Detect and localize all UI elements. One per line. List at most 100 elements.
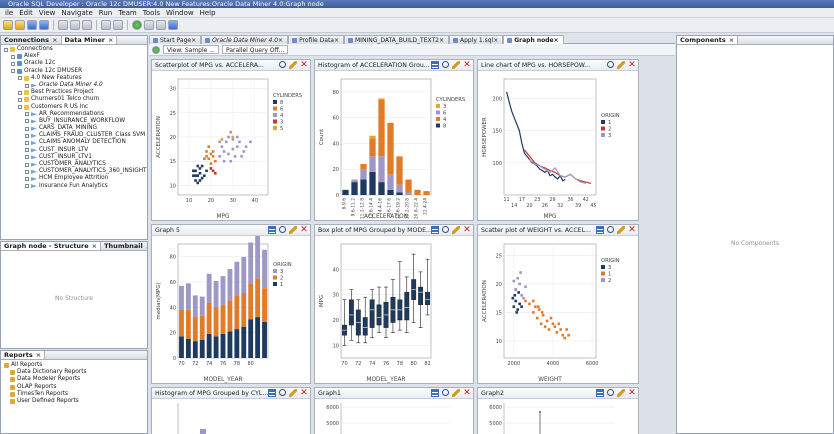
- expand-icon[interactable]: [18, 97, 22, 102]
- tab-connections[interactable]: Connections ×: [1, 36, 62, 44]
- expand-icon[interactable]: [11, 61, 15, 66]
- debug-icon[interactable]: [156, 20, 166, 30]
- expand-icon[interactable]: [25, 155, 29, 160]
- tab-thumbnail[interactable]: Thumbnail×: [101, 242, 147, 250]
- edit-icon[interactable]: [289, 61, 297, 69]
- tree-item[interactable]: BUY_INSURANCE_WORKFLOW: [1, 118, 147, 125]
- data-table-icon[interactable]: [431, 389, 439, 397]
- data-table-icon[interactable]: [431, 226, 439, 234]
- close-icon[interactable]: ×: [728, 36, 735, 44]
- menu-view[interactable]: View: [38, 8, 56, 17]
- expand-icon[interactable]: [18, 76, 22, 81]
- close-icon[interactable]: ×: [191, 36, 197, 44]
- tree-item[interactable]: Customers R US Inc: [1, 104, 147, 111]
- tree-item[interactable]: CUST_INSUR_LTV: [1, 147, 147, 154]
- expand-icon[interactable]: [11, 69, 15, 74]
- edit-icon[interactable]: [617, 61, 625, 69]
- menu-navigate[interactable]: Navigate: [61, 8, 93, 17]
- tree-item[interactable]: Oracle 12c DMUSER: [1, 68, 147, 75]
- tab-data-miner[interactable]: Data Miner ×: [61, 36, 118, 44]
- zoom-icon[interactable]: [607, 389, 614, 396]
- graph-panel[interactable]: Scatter plot of WEIGHT vs. ACCEL... ✕ 10 15…: [477, 224, 639, 384]
- cut-icon[interactable]: [58, 20, 68, 30]
- data-table-icon[interactable]: [596, 389, 604, 397]
- expand-icon[interactable]: [11, 54, 15, 59]
- close-icon[interactable]: ✕: [628, 60, 636, 70]
- close-icon[interactable]: ×: [278, 36, 284, 44]
- data-table-icon[interactable]: [268, 389, 276, 397]
- open-folder-icon[interactable]: [15, 20, 25, 30]
- edit-icon[interactable]: [452, 61, 460, 69]
- menu-run[interactable]: Run: [98, 8, 113, 17]
- close-icon[interactable]: ×: [493, 36, 499, 44]
- tree-item[interactable]: 4.0 New Features: [1, 75, 147, 82]
- close-icon[interactable]: ×: [35, 351, 42, 359]
- close-icon[interactable]: ✕: [300, 60, 308, 70]
- menu-team[interactable]: Team: [118, 8, 137, 17]
- edit-icon[interactable]: [289, 226, 297, 234]
- graph-panel[interactable]: Box plot of MPG Grouped by MODE... ✕ 10 20 3…: [314, 224, 474, 384]
- report-item[interactable]: Data Dictionary Reports: [1, 369, 147, 376]
- tree-item[interactable]: Oracle Data Miner 4.0: [1, 82, 147, 89]
- close-icon[interactable]: ×: [108, 36, 114, 44]
- parallel-query-button[interactable]: Parallel Query Off...: [221, 45, 289, 54]
- data-table-icon[interactable]: [431, 61, 439, 69]
- expand-icon[interactable]: [25, 83, 29, 88]
- report-item[interactable]: Data Modeler Reports: [1, 376, 147, 383]
- edit-icon[interactable]: [617, 389, 625, 397]
- report-item[interactable]: TimesTen Reports: [1, 391, 147, 398]
- copy-icon[interactable]: [70, 20, 80, 30]
- save-all-icon[interactable]: [39, 20, 49, 30]
- paste-icon[interactable]: [82, 20, 92, 30]
- report-item[interactable]: User Defined Reports: [1, 398, 147, 405]
- menu-ile[interactable]: ile: [5, 8, 14, 17]
- graph-panel[interactable]: Graph1 ✕ 6000 5000: [314, 387, 474, 434]
- edit-icon[interactable]: [452, 389, 460, 397]
- tab-apply-1-sql[interactable]: Apply 1.sql ×: [449, 35, 504, 44]
- expand-icon[interactable]: [25, 184, 29, 189]
- expand-icon[interactable]: [25, 141, 29, 146]
- expand-icon[interactable]: [18, 105, 22, 110]
- close-icon[interactable]: ✕: [463, 388, 471, 398]
- close-icon[interactable]: ×: [91, 242, 98, 250]
- expand-icon[interactable]: [25, 126, 29, 131]
- tree-item[interactable]: AlexF: [1, 53, 147, 60]
- zoom-icon[interactable]: [442, 61, 449, 68]
- close-icon[interactable]: ×: [52, 36, 58, 44]
- menu-help[interactable]: Help: [199, 8, 216, 17]
- close-icon[interactable]: ✕: [628, 225, 636, 235]
- close-icon[interactable]: ×: [438, 36, 445, 44]
- tree-item[interactable]: CLAIMS ANOMALY DETECTION: [1, 139, 147, 146]
- tree-item[interactable]: CLAIMS_FRAUD_CLUSTER_Class SVM: [1, 132, 147, 139]
- tab-structure[interactable]: Graph node - Structure ×: [1, 242, 102, 250]
- tree-item[interactable]: Insurance Fun Analytics: [1, 183, 147, 190]
- report-item[interactable]: All Reports: [1, 362, 147, 369]
- expand-icon[interactable]: [4, 47, 8, 52]
- close-icon[interactable]: ✕: [463, 60, 471, 70]
- expand-icon[interactable]: [25, 112, 29, 117]
- tree-item[interactable]: Oracle 12c: [1, 60, 147, 67]
- tree-item[interactable]: CUSTOMER_ANALYTICS: [1, 161, 147, 168]
- expand-icon[interactable]: [25, 176, 29, 181]
- run-icon[interactable]: [132, 20, 142, 30]
- zoom-icon[interactable]: [279, 389, 286, 396]
- tree-item[interactable]: CUSTOMER_ANALYTICS_360_INSIGHTS: [1, 168, 147, 175]
- graph-panel[interactable]: Line chart of MPG vs. HORSEPOW... ✕ 100 150…: [477, 59, 639, 221]
- graph-panel[interactable]: Histogram of ACCELERATION Grou... ✕ 0 20 40 6…: [314, 59, 474, 221]
- sql-worksheet-icon[interactable]: [168, 20, 178, 30]
- tree-item[interactable]: CARS_DATA_MINING: [1, 125, 147, 132]
- menu-tools[interactable]: Tools: [142, 8, 160, 17]
- zoom-icon[interactable]: [279, 226, 286, 233]
- zoom-icon[interactable]: [607, 61, 614, 68]
- edit-icon[interactable]: [452, 226, 460, 234]
- edit-icon[interactable]: [617, 226, 625, 234]
- expand-icon[interactable]: [25, 119, 29, 124]
- view-sample-dropdown[interactable]: View: Sample ...: [163, 45, 219, 54]
- close-icon[interactable]: ✕: [628, 388, 636, 398]
- graph-panel[interactable]: Scatterplot of MPG vs. ACCELERA... ✕ 10 15 2…: [151, 59, 311, 221]
- tab-reports[interactable]: Reports ×: [1, 351, 46, 359]
- close-icon[interactable]: ×: [553, 36, 559, 44]
- data-table-icon[interactable]: [596, 226, 604, 234]
- stop-icon[interactable]: [144, 20, 154, 30]
- save-icon[interactable]: [27, 20, 37, 30]
